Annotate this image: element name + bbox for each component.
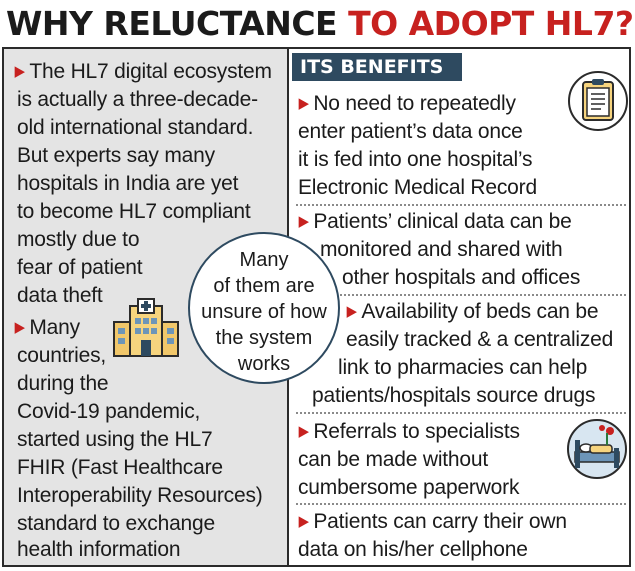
benefit-separator [296,503,626,505]
benefit-1-line-2: enter patient’s data once [298,120,523,143]
hospital-bed-icon [567,419,627,479]
benefit-2-line-3: other hospitals and offices [342,266,581,289]
bullet-arrow-icon: ▶ [298,423,309,440]
left-para1-line-4: But experts say many [17,144,215,167]
benefit-3-line-1: ▶ Availability of beds can be [346,298,599,326]
left-para1-line-8: fear of patient [17,256,143,279]
left-para2-line-8: standard to exchange [17,512,215,535]
benefit-2-line-1: ▶ Patients’ clinical data can be [298,208,572,236]
benefit-3-line-4: patients/hospitals source drugs [312,384,596,407]
left-para1-line-2: is actually a three-decade- [17,88,258,111]
bullet-arrow-icon: ▶ [298,513,309,530]
headline-part-2: TO ADOPT HL7? [348,4,634,43]
right-panel [288,49,629,565]
benefit-5-line-1: ▶ Patients can carry their own [298,508,568,536]
clipboard-document-icon [568,71,628,131]
benefits-header: ITS BENEFITS [292,53,462,81]
left-para1-line-9: data theft [17,284,103,307]
benefit-1-line-3: it is fed into one hospital’s [298,148,533,171]
benefit-separator [296,204,626,206]
left-para2-line-5: started using the HL7 [17,428,213,451]
callout-line: the system [215,327,313,349]
benefit-3-line-2: easily tracked & a centralized [346,328,614,351]
headline: WHY RELUCTANCE TO ADOPT HL7? [6,2,634,46]
left-para1-line-6: to become HL7 compliant [17,200,251,223]
benefit-4-line-3: cumbersome paperwork [298,476,520,499]
benefit-4-line-1: ▶ Referrals to specialists [298,418,520,446]
left-para2-line-9: health information [17,538,181,561]
left-para1-line-5: hospitals in India are yet [17,172,239,195]
benefit-3-line-3: link to pharmacies can help [338,356,588,379]
benefit-2-line-2: monitored and shared with [320,238,563,261]
callout-line: of them are [213,275,315,297]
left-para1-line-7: mostly due to [17,228,140,251]
callout-line: Many [239,249,289,271]
left-para2-line-6: FHIR (Fast Healthcare [17,456,223,479]
benefit-separator [340,294,626,296]
left-para2-line-4: Covid-19 pandemic, [17,400,201,423]
bullet-arrow-icon: ▶ [298,95,309,112]
benefit-1-line-4: Electronic Medical Record [298,176,537,199]
callout-line: unsure of how [201,301,327,323]
bullet-arrow-icon: ▶ [14,319,25,336]
bullet-arrow-icon: ▶ [298,213,309,230]
bullet-arrow-icon: ▶ [346,303,357,320]
bullet-arrow-icon: ▶ [14,63,25,80]
left-para2-line-3: during the [17,372,109,395]
left-para2-line-2: countries, [17,344,107,367]
benefit-1-line-1: ▶ No need to repeatedly [298,90,516,118]
benefit-separator [296,412,626,414]
content-frame [2,47,631,567]
left-para2-line-1: ▶ Many [14,314,81,342]
left-para2-line-7: Interoperability Resources) [17,484,263,507]
hospital-building-icon [113,298,179,357]
callout-circle: Many of them are unsure of how the syste… [188,232,340,384]
benefit-5-line-2: data on his/her cellphone [298,538,528,561]
left-para1-line-3: old international standard. [17,116,254,139]
headline-part-1: WHY RELUCTANCE [6,4,349,43]
left-para1-line-1: ▶ The HL7 digital ecosystem [14,58,272,86]
callout-line: works [237,353,291,375]
benefit-4-line-2: can be made without [298,448,488,471]
